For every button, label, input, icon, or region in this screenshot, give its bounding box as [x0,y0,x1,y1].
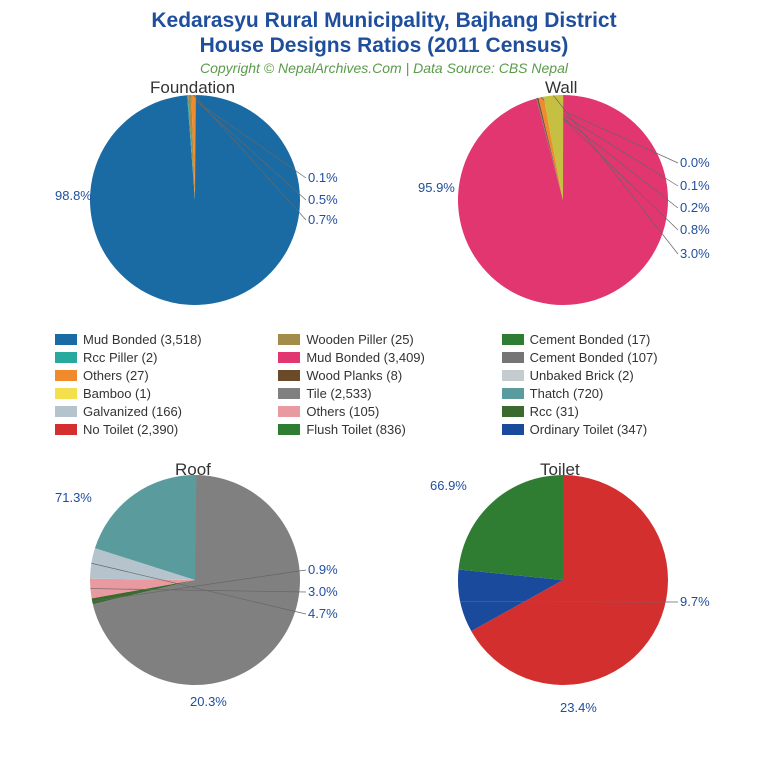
legend-item: Wood Planks (8) [278,368,491,383]
legend-item: Mud Bonded (3,409) [278,350,491,365]
legend-swatch [278,424,300,435]
legend-label: Rcc Piller (2) [83,350,157,365]
legend-label: Wooden Piller (25) [306,332,413,347]
legend-label: Cement Bonded (107) [530,350,658,365]
legend-item: Galvanized (166) [55,404,268,419]
pct-label: 9.7% [680,594,710,609]
legend-item: Cement Bonded (107) [502,350,715,365]
pct-label: 98.8% [55,188,92,203]
legend-label: Cement Bonded (17) [530,332,651,347]
pct-label: 0.5% [308,192,338,207]
legend-item: Cement Bonded (17) [502,332,715,347]
legend-item: Thatch (720) [502,386,715,401]
chart-title-roof: Roof [175,460,211,480]
legend-item: Flush Toilet (836) [278,422,491,437]
legend-swatch [55,352,77,363]
pct-label: 4.7% [308,606,338,621]
legend-swatch [278,352,300,363]
legend-item: Mud Bonded (3,518) [55,332,268,347]
legend-swatch [55,370,77,381]
legend-item: Wooden Piller (25) [278,332,491,347]
pct-label: 0.9% [308,562,338,577]
legend-label: Flush Toilet (836) [306,422,405,437]
legend-item: Tile (2,533) [278,386,491,401]
pct-label: 0.2% [680,200,710,215]
legend: Mud Bonded (3,518) Rcc Piller (2) Others (… [55,332,715,437]
legend-item: Ordinary Toilet (347) [502,422,715,437]
chart-title-toilet: Toilet [540,460,580,480]
pct-label: 71.3% [55,490,92,505]
legend-label: Galvanized (166) [83,404,182,419]
pct-label: 20.3% [190,694,227,709]
pct-label: 66.9% [430,478,467,493]
legend-swatch [278,388,300,399]
pct-label: 23.4% [560,700,597,715]
legend-swatch [502,388,524,399]
legend-swatch [278,370,300,381]
pct-label: 0.1% [308,170,338,185]
pct-label: 0.7% [308,212,338,227]
legend-swatch [278,334,300,345]
pct-label: 0.8% [680,222,710,237]
legend-label: Rcc (31) [530,404,579,419]
legend-label: Mud Bonded (3,409) [306,350,425,365]
legend-swatch [502,334,524,345]
pie-slice [459,475,563,580]
legend-item: Others (105) [278,404,491,419]
legend-label: Others (27) [83,368,149,383]
legend-label: Unbaked Brick (2) [530,368,634,383]
legend-swatch [502,424,524,435]
pct-label: 0.1% [680,178,710,193]
legend-swatch [502,352,524,363]
legend-label: Others (105) [306,404,379,419]
legend-item: Bamboo (1) [55,386,268,401]
legend-label: Tile (2,533) [306,386,371,401]
legend-swatch [502,370,524,381]
pct-label: 3.0% [680,246,710,261]
pct-label: 3.0% [308,584,338,599]
legend-item: Rcc Piller (2) [55,350,268,365]
legend-swatch [502,406,524,417]
chart-title-wall: Wall [545,78,577,98]
legend-label: Thatch (720) [530,386,604,401]
legend-swatch [55,334,77,345]
legend-label: Wood Planks (8) [306,368,402,383]
legend-label: Ordinary Toilet (347) [530,422,648,437]
legend-swatch [278,406,300,417]
legend-item: No Toilet (2,390) [55,422,268,437]
legend-item: Unbaked Brick (2) [502,368,715,383]
legend-label: No Toilet (2,390) [83,422,178,437]
legend-swatch [55,406,77,417]
legend-label: Mud Bonded (3,518) [83,332,202,347]
legend-item: Others (27) [55,368,268,383]
legend-label: Bamboo (1) [83,386,151,401]
legend-swatch [55,388,77,399]
legend-swatch [55,424,77,435]
legend-item: Rcc (31) [502,404,715,419]
pct-label: 95.9% [418,180,455,195]
chart-title-foundation: Foundation [150,78,235,98]
pct-label: 0.0% [680,155,710,170]
